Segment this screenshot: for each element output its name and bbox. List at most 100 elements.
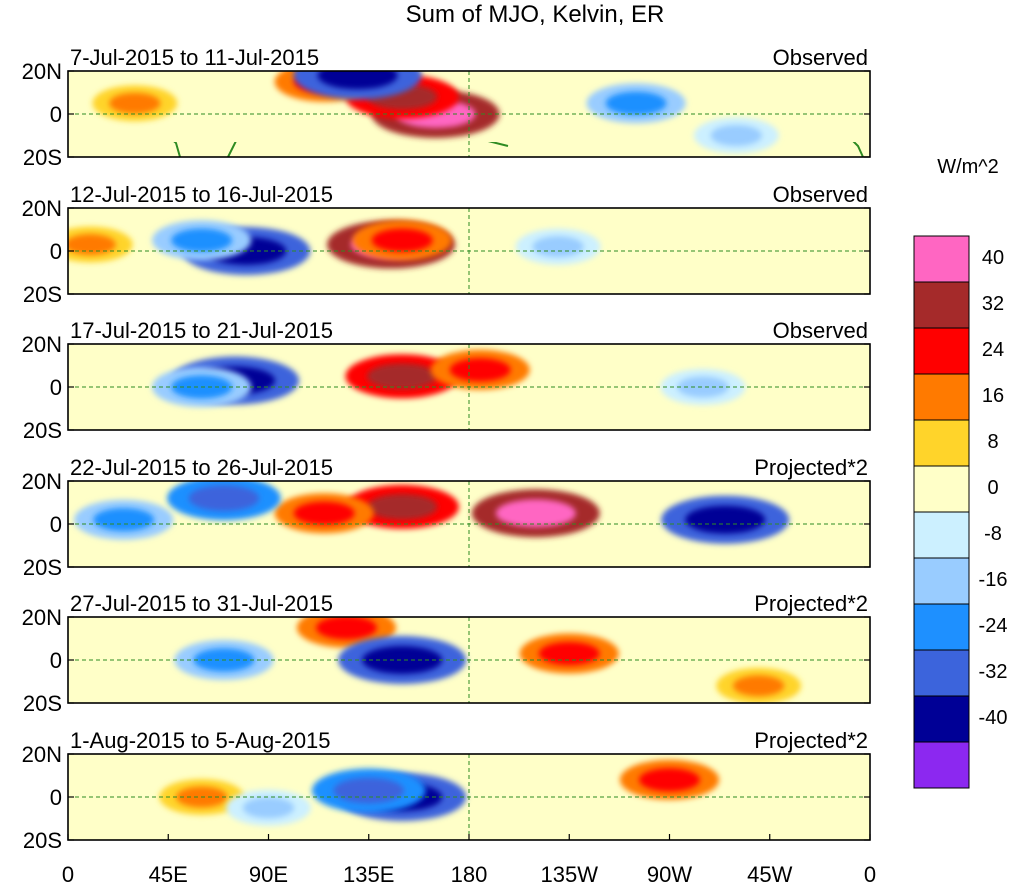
panel: 20N 0 20S 27-Jul-2015 to 31-Jul-2015 Project… — [22, 591, 871, 716]
anomaly-cell — [685, 505, 766, 534]
colorbar-swatch — [913, 465, 970, 513]
x-tick-label: 135W — [541, 862, 599, 887]
y-tick-label: 0 — [50, 375, 62, 400]
panel: 20N 0 20S 12-Jul-2015 to 16-Jul-2015 Observe… — [22, 182, 871, 307]
anomaly-cell — [317, 71, 398, 90]
colorbar-swatch — [913, 741, 970, 789]
anomaly-cell — [93, 508, 155, 532]
y-tick-label: 20N — [22, 196, 62, 221]
panel-date-range: 22-Jul-2015 to 26-Jul-2015 — [70, 455, 333, 480]
x-tick-label: 135E — [343, 862, 394, 887]
y-tick-label: 20S — [23, 282, 62, 307]
y-tick-label: 20S — [23, 691, 62, 716]
colorbar-swatch — [913, 373, 970, 421]
y-tick-label: 0 — [50, 512, 62, 537]
anomaly-cell — [242, 797, 295, 819]
anomaly-layer — [174, 617, 801, 703]
panel-status: Projected*2 — [754, 455, 868, 480]
colorbar-level-label: 0 — [987, 477, 998, 499]
panel-date-range: 1-Aug-2015 to 5-Aug-2015 — [70, 728, 331, 753]
x-tick-label: 180 — [451, 862, 488, 887]
anomaly-cell — [495, 499, 576, 528]
anomaly-layer — [159, 759, 720, 826]
anomaly-cell — [733, 675, 785, 697]
panel-status: Observed — [773, 182, 868, 207]
anomaly-cell — [188, 485, 260, 512]
anomaly-layer — [92, 71, 779, 154]
colorbar-swatch — [913, 327, 970, 375]
colorbar-label: W/m^2 — [937, 156, 999, 178]
colorbar-swatch — [913, 557, 970, 605]
colorbar-level-label: -8 — [984, 523, 1002, 545]
anomaly-cell — [316, 617, 377, 640]
y-tick-label: 0 — [50, 785, 62, 810]
x-tick-label: 90E — [249, 862, 288, 887]
anomaly-cell — [366, 494, 438, 520]
colorbar-level-label: 32 — [982, 293, 1004, 315]
x-tick-label: 45E — [149, 862, 188, 887]
panel-date-range: 12-Jul-2015 to 16-Jul-2015 — [70, 182, 333, 207]
y-tick-label: 20N — [22, 742, 62, 767]
x-axis: 0 45E 90E 135E 180 135W 90W 45W 0 — [62, 834, 876, 887]
anomaly-cell — [109, 92, 161, 114]
panels-group: 20N 0 20S 7-Jul-2015 to 11-Jul-2015 Observed… — [22, 45, 938, 853]
colorbar-level-label: 40 — [982, 247, 1004, 269]
panel-status: Observed — [773, 318, 868, 343]
colorbar-level-label: -24 — [979, 615, 1008, 637]
colorbar-swatch — [913, 235, 970, 283]
colorbar-swatch — [913, 649, 970, 697]
colorbar: 40 32 24 16 8 0 -8 -16 -24 -32 -40 — [913, 235, 1008, 789]
panel-date-range: 7-Jul-2015 to 11-Jul-2015 — [70, 45, 319, 70]
colorbar-swatch — [913, 511, 970, 559]
anomaly-cell — [639, 768, 700, 792]
coastline — [487, 142, 509, 147]
y-tick-label: 0 — [50, 102, 62, 127]
coastline — [173, 142, 181, 158]
anomaly-cell — [449, 358, 511, 382]
anomaly-cell — [362, 646, 443, 674]
panel-status: Projected*2 — [754, 591, 868, 616]
coastline — [898, 71, 938, 96]
x-tick-label: 90W — [647, 862, 692, 887]
y-tick-label: 20S — [23, 555, 62, 580]
y-tick-label: 20N — [22, 605, 62, 630]
chart-title: Sum of MJO, Kelvin, ER — [406, 1, 665, 28]
colorbar-level-label: 8 — [987, 431, 998, 453]
colorbar-level-label: -32 — [979, 661, 1008, 683]
y-tick-label: 20S — [23, 145, 62, 170]
colorbar-swatch — [913, 603, 970, 651]
y-tick-label: 20S — [23, 418, 62, 443]
colorbar-level-label: -16 — [979, 569, 1008, 591]
panel: 20N 0 20S 17-Jul-2015 to 21-Jul-2015 Observe… — [22, 318, 871, 443]
y-tick-label: 0 — [50, 648, 62, 673]
anomaly-cell — [677, 376, 729, 398]
colorbar-level-label: -40 — [979, 707, 1008, 729]
panel-status: Projected*2 — [754, 728, 868, 753]
anomaly-cell — [605, 91, 667, 115]
panel: 20N 0 20S 7-Jul-2015 to 11-Jul-2015 Observed — [22, 45, 938, 170]
y-tick-label: 20S — [23, 828, 62, 853]
anomaly-cell — [171, 228, 233, 252]
panel-status: Observed — [773, 45, 868, 70]
y-tick-label: 20N — [22, 469, 62, 494]
anomaly-cell — [366, 363, 438, 390]
anomaly-cell — [68, 234, 116, 255]
anomaly-cell — [538, 641, 600, 666]
colorbar-level-label: 24 — [982, 339, 1004, 361]
panel: 20N 0 20S 1-Aug-2015 to 5-Aug-2015 Projected… — [22, 728, 871, 853]
panel-date-range: 27-Jul-2015 to 31-Jul-2015 — [70, 591, 333, 616]
panel: 20N 0 20S 22-Jul-2015 to 26-Jul-2015 Project… — [22, 455, 871, 580]
anomaly-cell — [532, 236, 584, 258]
x-tick-label: 0 — [864, 862, 876, 887]
anomaly-cell — [293, 501, 355, 525]
x-tick-label: 45W — [747, 862, 792, 887]
anomaly-cell — [710, 125, 762, 146]
colorbar-swatch — [913, 419, 970, 467]
anomaly-cell — [333, 777, 404, 804]
anomaly-layer — [74, 481, 790, 544]
x-tick-label: 0 — [62, 862, 74, 887]
anomaly-cell — [371, 228, 433, 252]
colorbar-level-label: 16 — [982, 385, 1004, 407]
panel-date-range: 17-Jul-2015 to 21-Jul-2015 — [70, 318, 333, 343]
